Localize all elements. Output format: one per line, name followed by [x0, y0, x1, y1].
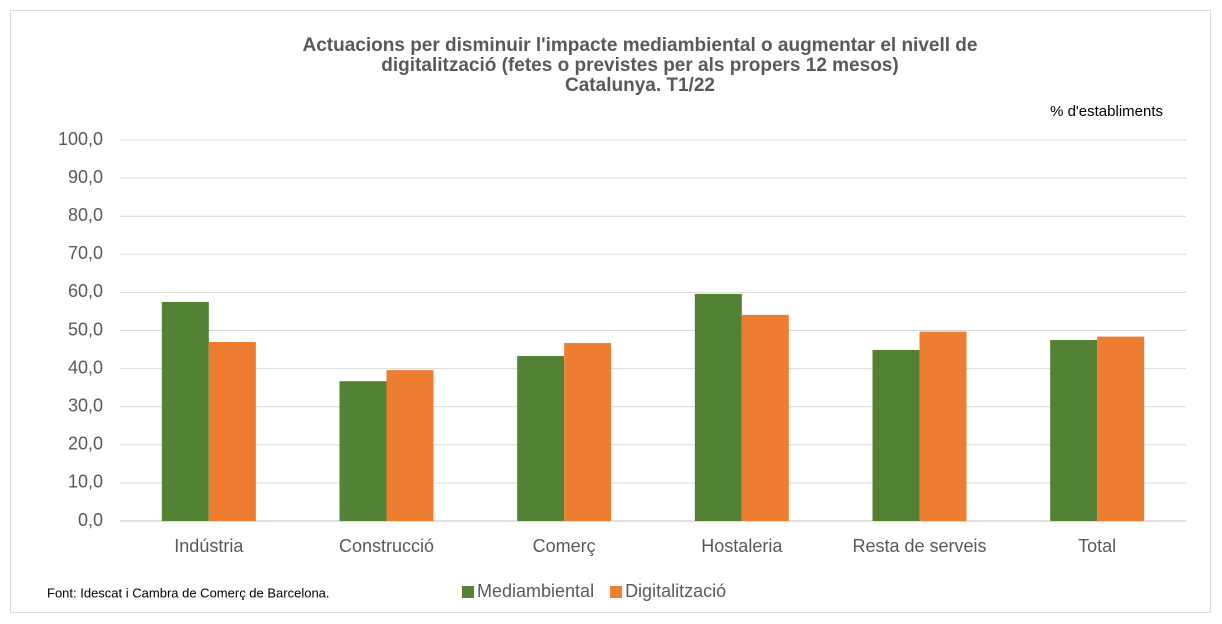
legend-swatch [462, 586, 474, 598]
unit-label: % d'establiments [1050, 103, 1163, 120]
y-tick-label: 40,0 [68, 357, 103, 377]
y-tick-label: 80,0 [68, 205, 103, 225]
bar [386, 370, 434, 521]
bar [694, 293, 742, 521]
bar [741, 314, 789, 521]
chart-title: Catalunya. T1/22 [565, 75, 715, 96]
x-tick-label: Comerç [533, 536, 596, 556]
bar [872, 349, 920, 521]
y-tick-label: 60,0 [68, 281, 103, 301]
source-note: Font: Idescat i Cambra de Comerç de Barc… [47, 585, 330, 600]
legend-label: Digitalització [625, 581, 726, 601]
y-tick-label: 0,0 [78, 510, 103, 530]
bar [564, 343, 612, 521]
x-tick-label: Total [1078, 536, 1116, 556]
chart-title: digitalització (fetes o previstes per al… [381, 55, 898, 76]
y-tick-label: 50,0 [68, 319, 103, 339]
y-tick-label: 20,0 [68, 434, 103, 454]
y-tick-label: 100,0 [58, 129, 103, 149]
x-tick-label: Hostaleria [701, 536, 783, 556]
bar [517, 356, 565, 521]
bar [1050, 340, 1098, 521]
bar [161, 301, 209, 521]
legend-label: Mediambiental [477, 581, 594, 601]
bar [919, 331, 967, 521]
chart-title: Actuacions per disminuir l'impacte media… [303, 35, 978, 56]
x-tick-label: Indústria [174, 536, 244, 556]
y-tick-label: 70,0 [68, 243, 103, 263]
bar [339, 381, 387, 521]
bar [1097, 336, 1145, 521]
x-tick-label: Construcció [339, 536, 434, 556]
y-tick-label: 10,0 [68, 472, 103, 492]
bar [208, 341, 256, 521]
x-tick-label: Resta de serveis [852, 536, 986, 556]
y-tick-label: 30,0 [68, 395, 103, 415]
legend-swatch [610, 586, 623, 598]
y-tick-label: 90,0 [68, 167, 103, 187]
